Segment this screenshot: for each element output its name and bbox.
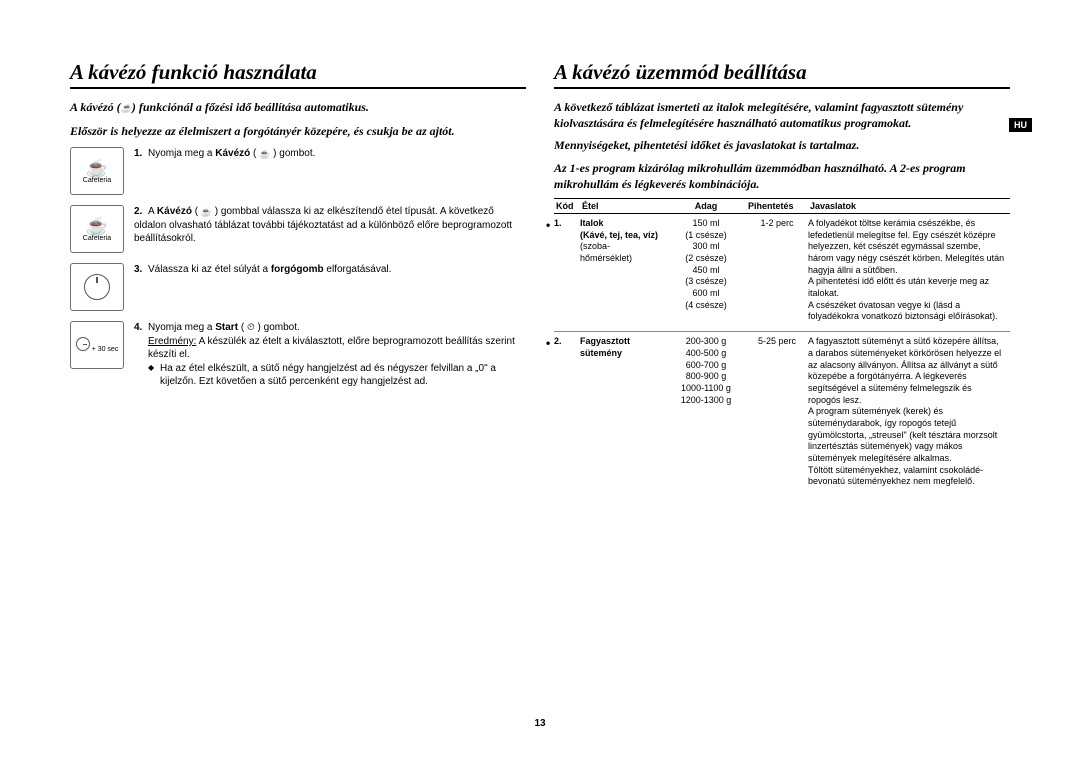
text: (Kávé, tej, tea, víz) — [580, 230, 666, 242]
th-etel: Étel — [580, 201, 666, 211]
left-intro-2: Először is helyezze az élelmiszert a for… — [70, 123, 526, 139]
left-intro-1: A kávézó (☕) funkciónál a főzési idő beá… — [70, 99, 526, 115]
step-1-text: 1.Nyomja meg a Kávézó ( ☕ ) gombot. — [134, 147, 526, 161]
step-num: 3. — [134, 263, 148, 277]
cell-pih: 1-2 perc — [746, 218, 808, 323]
cup-icon: ☕ — [86, 217, 108, 235]
th-pih: Pihentetés — [746, 201, 808, 211]
step-4-text: 4.Nyomja meg a Start ( ⏲ ) gombot. Eredm… — [134, 321, 526, 389]
left-section-title: A kávézó funkció használata — [70, 60, 526, 89]
cafeteria-label: Cafeteria — [83, 177, 111, 184]
th-jav: Javaslatok — [808, 201, 1010, 211]
start-button-icon: + 30 sec — [70, 321, 124, 369]
text: Kávézó — [157, 206, 192, 217]
cup-icon: ☕ — [259, 148, 270, 160]
th-kod: Kód — [554, 201, 580, 211]
text: elforgatásával. — [324, 264, 392, 275]
right-column: A kávézó üzemmód beállítása A következő … — [554, 60, 1010, 496]
table-header: Kód Étel Adag Pihentetés Javaslatok — [554, 198, 1010, 214]
right-section-title: A kávézó üzemmód beállítása — [554, 60, 1010, 89]
result-label: Eredmény: — [148, 336, 196, 347]
text: Start — [215, 322, 238, 333]
text: A készülék az ételt a kiválasztott, előr… — [148, 336, 515, 361]
text: A kávézó ( — [70, 100, 121, 114]
cell-jav: A fagyasztott süteményt a sütő közepére … — [808, 336, 1010, 488]
language-badge: HU — [1009, 118, 1032, 132]
step-4-result: Eredmény: A készülék az ételt a kiválasz… — [134, 335, 526, 362]
text: forgógomb — [271, 264, 324, 275]
text: ( — [238, 322, 247, 333]
page-number: 13 — [534, 718, 545, 729]
dial-shape — [84, 274, 110, 300]
cell-adag: 200-300 g 400-500 g 600-700 g 800-900 g … — [666, 336, 746, 488]
left-column: A kávézó funkció használata A kávézó (☕)… — [70, 60, 526, 496]
table-row: 2. Fagyasztott sütemény 200-300 g 400-50… — [554, 332, 1010, 496]
text: ( — [250, 148, 259, 159]
table-row: 1. Italok (Kávé, tej, tea, víz) (szoba- … — [554, 214, 1010, 332]
cup-icon: ☕ — [121, 102, 132, 114]
text: ) gombot. — [270, 148, 315, 159]
step-num: 1. — [134, 147, 148, 161]
cell-kod: 1. — [554, 218, 580, 323]
cell-pih: 5-25 perc — [746, 336, 808, 488]
right-intro-3: Az 1-es program kizárólag mikrohullám üz… — [554, 160, 1010, 192]
step-row-4: + 30 sec 4.Nyomja meg a Start ( ⏲ ) gomb… — [70, 321, 526, 389]
step-num: 4. — [134, 321, 148, 335]
cell-etel: Fagyasztott sütemény — [580, 336, 666, 488]
text: Nyomja meg a — [148, 148, 215, 159]
step-row-2: ☕ Cafeteria 2.A Kávézó ( ☕ ) gombbal vál… — [70, 205, 526, 253]
th-adag: Adag — [666, 201, 746, 211]
step-2-text: 2.A Kávézó ( ☕ ) gombbal válassza ki az … — [134, 205, 526, 246]
text: + 30 sec — [92, 346, 119, 353]
text: ) funkciónál a főzési idő beállítása aut… — [132, 100, 369, 114]
step-num: 2. — [134, 205, 148, 219]
start-label: + 30 sec — [76, 337, 119, 353]
step-4-bullet: Ha az étel elkészült, a sütő négy hangje… — [134, 362, 526, 389]
right-intro-2: Mennyiségeket, pihentetési időket és jav… — [554, 137, 1010, 153]
dial-icon — [70, 263, 124, 311]
cup-icon: ☕ — [86, 159, 108, 177]
text: ) gombot. — [255, 322, 300, 333]
text: A — [148, 206, 157, 217]
cell-jav: A folyadékot töltse kerámia csészékbe, é… — [808, 218, 1010, 323]
cell-kod: 2. — [554, 336, 580, 488]
cup-icon: ☕ — [201, 206, 212, 218]
cafeteria-label: Cafeteria — [83, 235, 111, 242]
cell-adag: 150 ml (1 csésze) 300 ml (2 csésze) 450 … — [666, 218, 746, 323]
text: Válassza ki az étel súlyát a — [148, 264, 271, 275]
right-intro-1: A következő táblázat ismerteti az italok… — [554, 99, 1010, 131]
clock-icon: ⏲ — [247, 322, 255, 333]
step-row-3: 3.Válassza ki az étel súlyát a forgógomb… — [70, 263, 526, 311]
text: ( — [192, 206, 201, 217]
cell-etel: Italok (Kávé, tej, tea, víz) (szoba- hőm… — [580, 218, 666, 323]
text: Fagyasztott sütemény — [580, 336, 666, 359]
text: Nyomja meg a — [148, 322, 215, 333]
cafeteria-button-icon: ☕ Cafeteria — [70, 147, 124, 195]
clock-icon — [76, 337, 90, 351]
text: Kávézó — [215, 148, 250, 159]
text: (szoba- hőmérséklet) — [580, 241, 666, 264]
text: Italok — [580, 218, 666, 230]
step-row-1: ☕ Cafeteria 1.Nyomja meg a Kávézó ( ☕ ) … — [70, 147, 526, 195]
step-3-text: 3.Válassza ki az étel súlyát a forgógomb… — [134, 263, 526, 277]
cafeteria-button-icon: ☕ Cafeteria — [70, 205, 124, 253]
